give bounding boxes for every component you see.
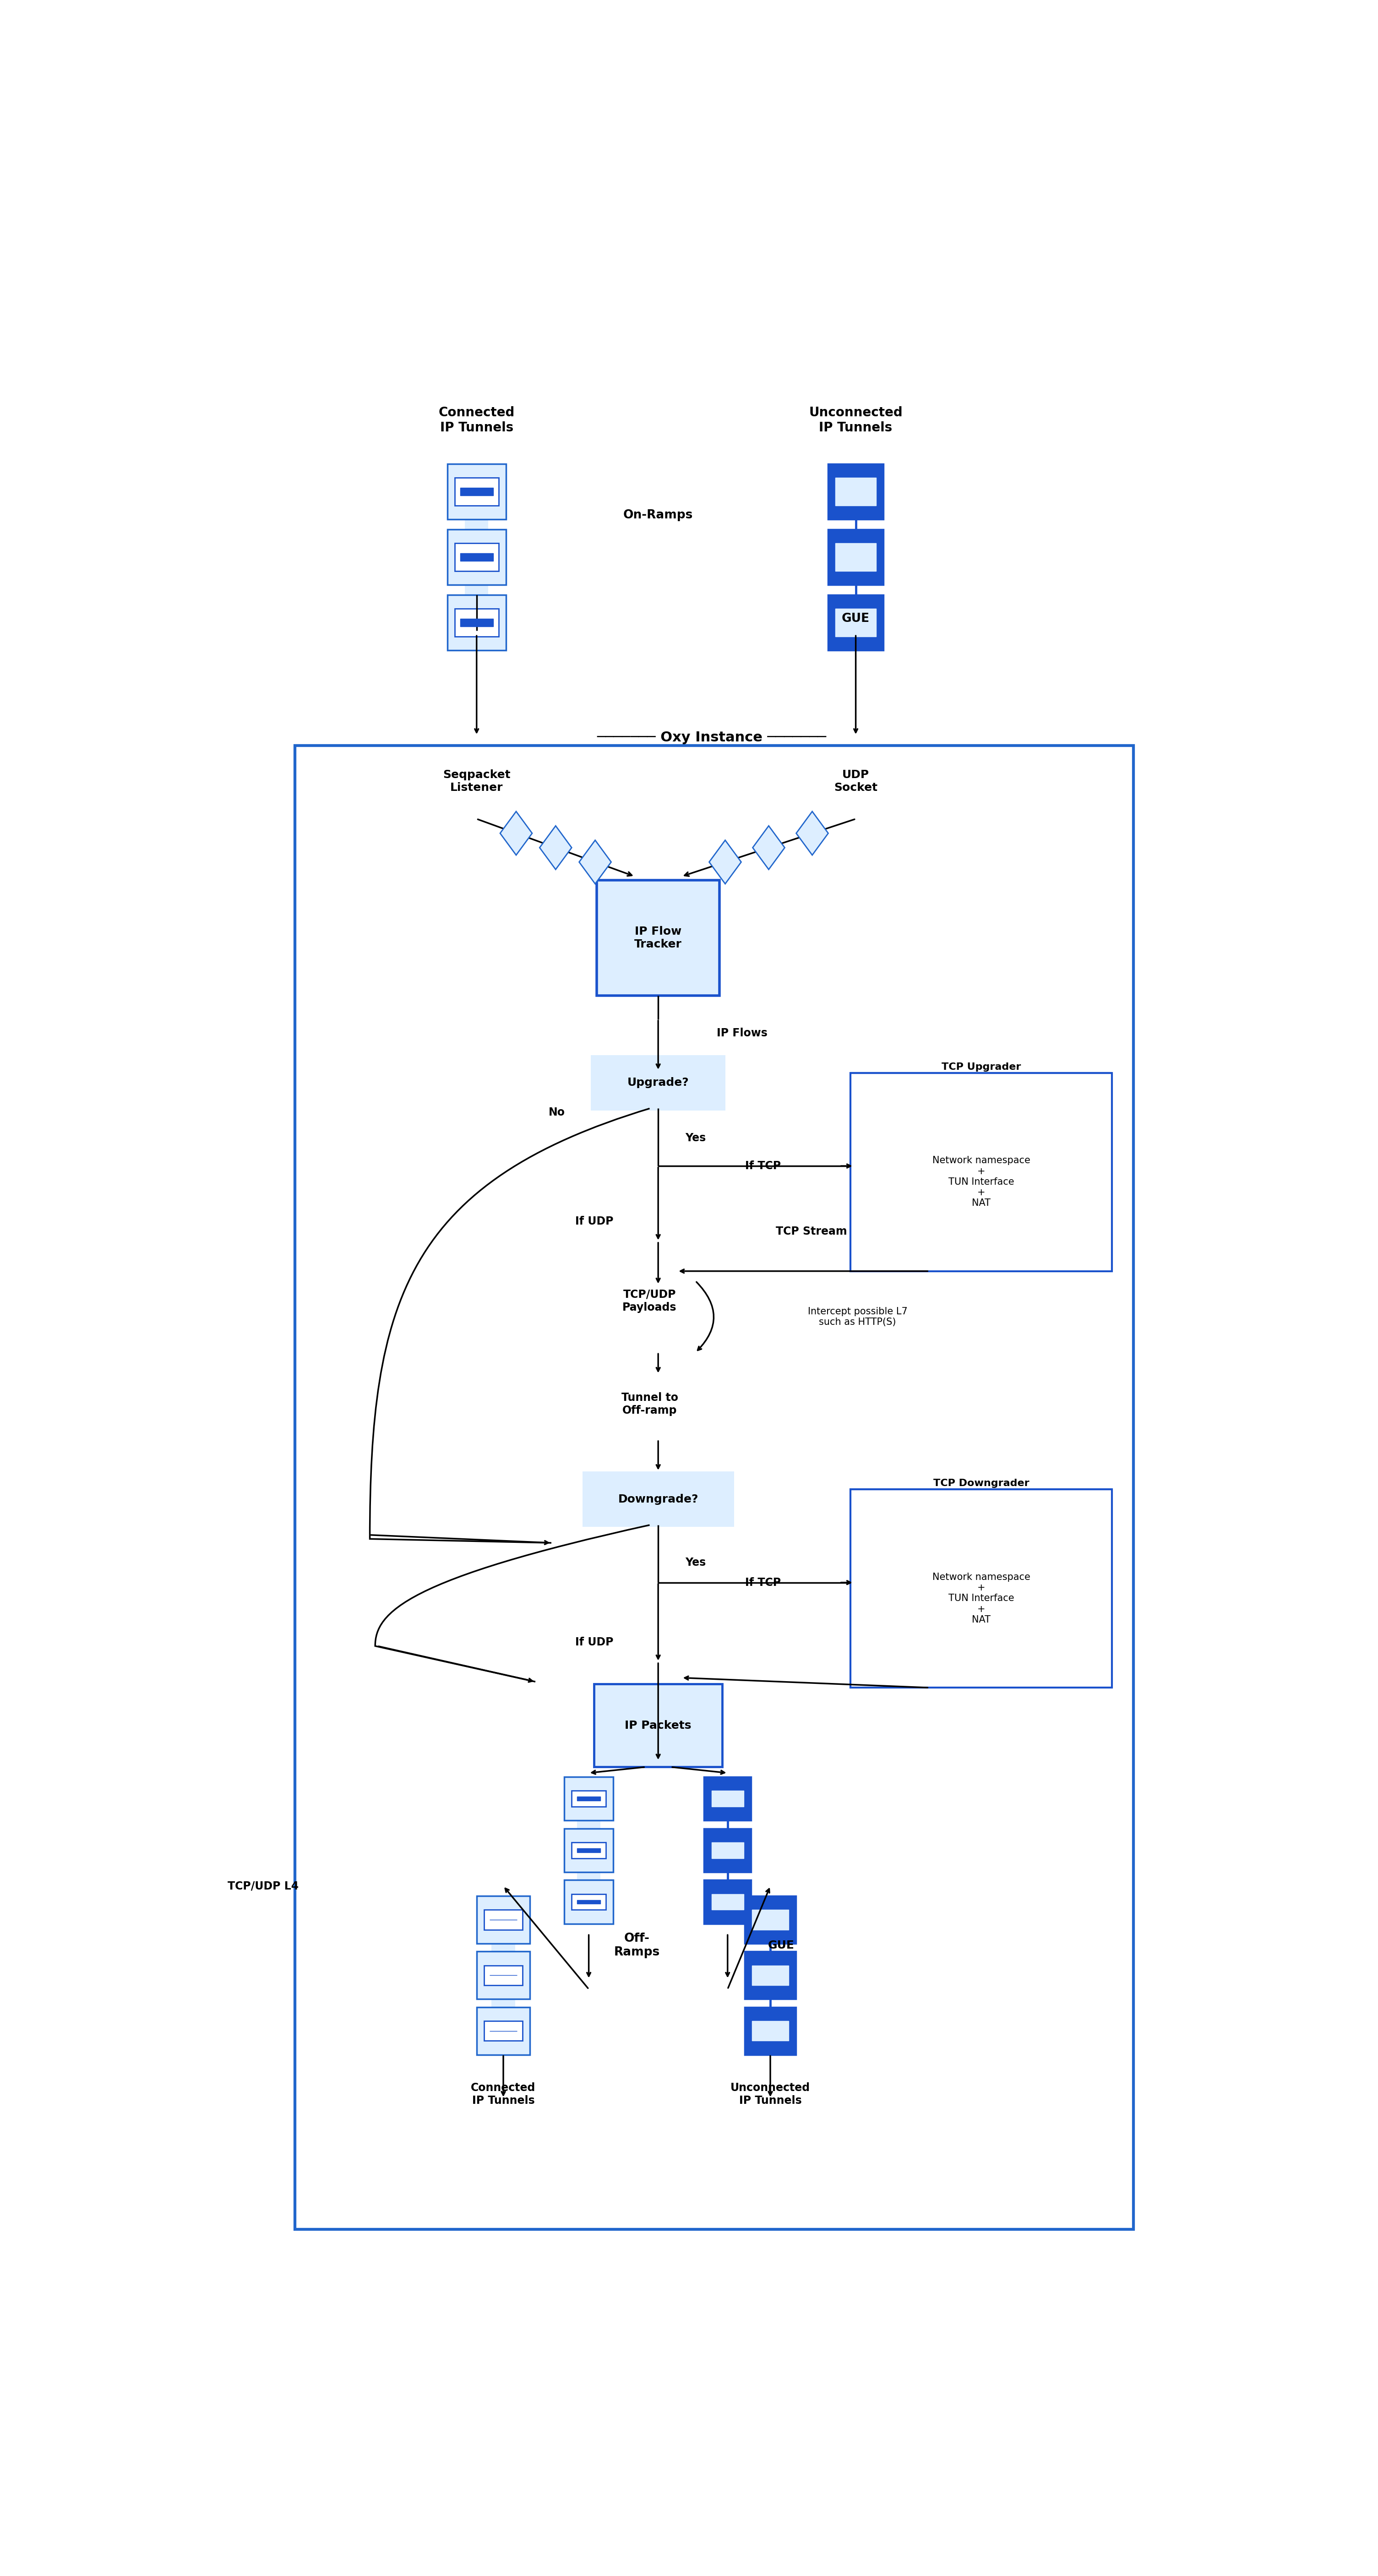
FancyBboxPatch shape xyxy=(572,1893,606,1909)
FancyBboxPatch shape xyxy=(564,1829,613,1873)
FancyBboxPatch shape xyxy=(594,1685,722,1767)
FancyBboxPatch shape xyxy=(477,1953,531,1999)
Text: Connected
IP Tunnels: Connected IP Tunnels xyxy=(471,2081,536,2107)
FancyBboxPatch shape xyxy=(564,1880,613,1924)
FancyBboxPatch shape xyxy=(752,1965,788,1986)
FancyBboxPatch shape xyxy=(577,1901,601,1904)
Text: No: No xyxy=(548,1108,565,1118)
FancyBboxPatch shape xyxy=(577,1798,601,1801)
FancyBboxPatch shape xyxy=(460,487,493,495)
FancyBboxPatch shape xyxy=(704,1880,751,1924)
FancyBboxPatch shape xyxy=(704,1829,751,1873)
FancyBboxPatch shape xyxy=(704,1777,751,1821)
Polygon shape xyxy=(796,811,828,855)
FancyBboxPatch shape xyxy=(850,1489,1112,1687)
FancyBboxPatch shape xyxy=(850,1072,1112,1270)
Text: If UDP: If UDP xyxy=(575,1636,613,1649)
Text: On-Ramps: On-Ramps xyxy=(623,510,693,520)
FancyBboxPatch shape xyxy=(492,1896,515,2056)
Text: Unconnected
IP Tunnels: Unconnected IP Tunnels xyxy=(809,407,903,433)
Text: Tunnel to
Off-ramp: Tunnel to Off-ramp xyxy=(621,1391,678,1417)
Text: IP Packets: IP Packets xyxy=(624,1721,692,1731)
FancyBboxPatch shape xyxy=(460,554,493,562)
Polygon shape xyxy=(752,827,784,871)
FancyBboxPatch shape xyxy=(295,744,1133,2228)
FancyBboxPatch shape xyxy=(455,544,499,572)
FancyBboxPatch shape xyxy=(460,618,493,626)
FancyBboxPatch shape xyxy=(577,1777,601,1924)
Text: TCP/UDP L4: TCP/UDP L4 xyxy=(227,1880,299,1891)
FancyBboxPatch shape xyxy=(711,1893,744,1909)
FancyBboxPatch shape xyxy=(828,464,883,520)
Text: Network namespace
+
TUN Interface
+
NAT: Network namespace + TUN Interface + NAT xyxy=(933,1157,1031,1208)
Text: UDP
Socket: UDP Socket xyxy=(834,770,878,793)
FancyBboxPatch shape xyxy=(583,1471,734,1528)
FancyBboxPatch shape xyxy=(572,1790,606,1806)
Text: Connected
IP Tunnels: Connected IP Tunnels xyxy=(438,407,515,433)
Text: Yes: Yes xyxy=(685,1558,706,1569)
Text: ─────── Oxy Instance ───────: ─────── Oxy Instance ─────── xyxy=(597,732,827,744)
Text: Intercept possible L7
such as HTTP(S): Intercept possible L7 such as HTTP(S) xyxy=(808,1306,907,1327)
Text: If TCP: If TCP xyxy=(745,1162,781,1172)
FancyBboxPatch shape xyxy=(752,2022,788,2040)
FancyBboxPatch shape xyxy=(835,608,876,636)
Text: IP Flow
Tracker: IP Flow Tracker xyxy=(634,925,682,951)
Text: Unconnected
IP Tunnels: Unconnected IP Tunnels xyxy=(730,2081,810,2107)
FancyBboxPatch shape xyxy=(455,477,499,505)
FancyBboxPatch shape xyxy=(835,544,876,572)
Text: Off-
Ramps: Off- Ramps xyxy=(613,1932,660,1958)
Text: If TCP: If TCP xyxy=(745,1577,781,1587)
FancyBboxPatch shape xyxy=(711,1842,744,1857)
FancyBboxPatch shape xyxy=(597,881,719,994)
Text: Yes: Yes xyxy=(685,1133,706,1144)
Text: Downgrade?: Downgrade? xyxy=(617,1494,699,1504)
Text: Network namespace
+
TUN Interface
+
NAT: Network namespace + TUN Interface + NAT xyxy=(933,1571,1031,1625)
Text: If UDP: If UDP xyxy=(575,1216,613,1226)
Polygon shape xyxy=(500,811,532,855)
FancyBboxPatch shape xyxy=(484,1965,522,1986)
FancyBboxPatch shape xyxy=(448,528,506,585)
FancyBboxPatch shape xyxy=(448,595,506,649)
FancyBboxPatch shape xyxy=(828,595,883,649)
FancyBboxPatch shape xyxy=(591,1056,725,1110)
FancyBboxPatch shape xyxy=(752,1909,788,1929)
Text: TCP Stream: TCP Stream xyxy=(776,1226,847,1236)
FancyBboxPatch shape xyxy=(744,1896,796,1942)
FancyBboxPatch shape xyxy=(835,477,876,505)
Polygon shape xyxy=(540,827,572,871)
FancyBboxPatch shape xyxy=(572,1842,606,1857)
FancyBboxPatch shape xyxy=(484,2022,522,2040)
FancyBboxPatch shape xyxy=(448,464,506,520)
Text: GUE: GUE xyxy=(842,613,870,623)
Text: TCP Upgrader: TCP Upgrader xyxy=(941,1061,1021,1072)
Text: GUE: GUE xyxy=(768,1940,794,1950)
FancyBboxPatch shape xyxy=(744,2007,796,2056)
Text: Upgrade?: Upgrade? xyxy=(627,1077,689,1087)
Polygon shape xyxy=(579,840,612,884)
FancyBboxPatch shape xyxy=(828,528,883,585)
Text: Seqpacket
Listener: Seqpacket Listener xyxy=(442,770,510,793)
Text: TCP/UDP
Payloads: TCP/UDP Payloads xyxy=(623,1288,677,1314)
FancyBboxPatch shape xyxy=(564,1777,613,1821)
FancyBboxPatch shape xyxy=(464,464,488,649)
Text: IP Flows: IP Flows xyxy=(717,1028,768,1038)
FancyBboxPatch shape xyxy=(711,1790,744,1806)
FancyBboxPatch shape xyxy=(477,2007,531,2056)
FancyBboxPatch shape xyxy=(455,608,499,636)
Polygon shape xyxy=(710,840,741,884)
FancyBboxPatch shape xyxy=(477,1896,531,1942)
FancyBboxPatch shape xyxy=(484,1909,522,1929)
FancyBboxPatch shape xyxy=(577,1850,601,1852)
FancyBboxPatch shape xyxy=(744,1953,796,1999)
Text: TCP Downgrader: TCP Downgrader xyxy=(933,1479,1029,1489)
